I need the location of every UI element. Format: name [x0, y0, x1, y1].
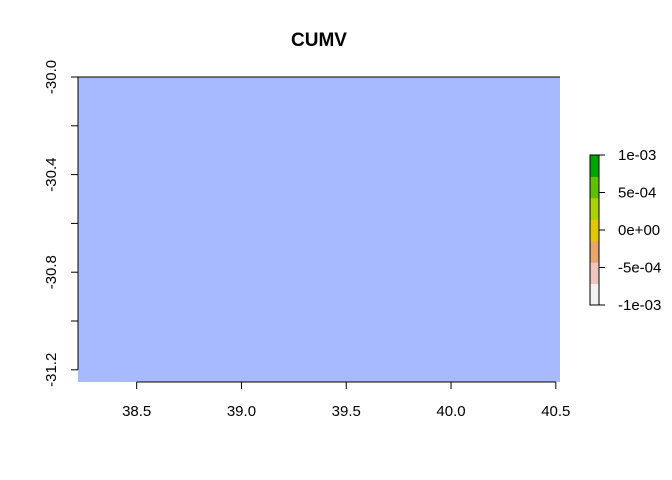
legend-tick-label: -5e-04	[618, 260, 661, 277]
raster-cell	[78, 77, 560, 382]
y-tick-label: -31.2	[43, 353, 60, 387]
y-tick-label: -30.8	[43, 255, 60, 289]
legend-color-segment	[590, 262, 599, 285]
legend-tick-label: 1e-03	[618, 147, 656, 164]
chart-title: CUMV	[291, 30, 347, 51]
x-tick-label: 39.0	[227, 403, 256, 420]
legend-color-segment	[590, 283, 599, 306]
x-tick-label: 40.0	[436, 403, 465, 420]
legend-tick-label: -1e-03	[618, 297, 661, 314]
legend-color-segment	[590, 197, 599, 220]
legend-color-segment	[590, 176, 599, 199]
x-tick-label: 38.5	[122, 403, 151, 420]
legend-color-segment	[590, 240, 599, 263]
legend-tick-label: 5e-04	[618, 185, 656, 202]
y-tick-label: -30.0	[43, 60, 60, 94]
raster-layer	[78, 76, 560, 382]
x-tick-label: 40.5	[541, 403, 570, 420]
legend-color-segment	[590, 155, 599, 177]
legend-color-segment	[590, 219, 599, 242]
legend-tick-label: 0e+00	[618, 222, 660, 239]
x-tick-label: 39.5	[332, 403, 361, 420]
y-tick-label: -30.4	[43, 157, 60, 191]
x-axis: 38.5 39.0 39.5 40.0 40.5	[122, 381, 570, 420]
color-legend: 1e-03 5e-04 0e+00 -5e-04 -1e-03	[589, 147, 661, 314]
y-axis: -30.0 -30.4 -30.8 -31.2	[43, 60, 79, 387]
